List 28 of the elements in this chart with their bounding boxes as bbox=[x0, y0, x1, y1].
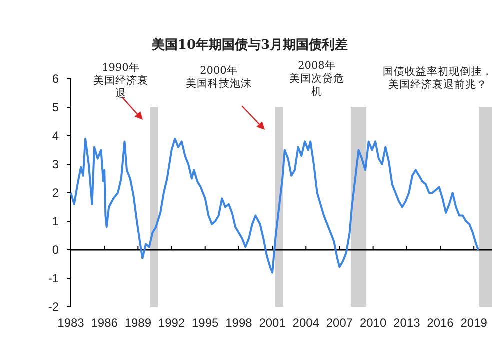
x-tick-label: 1983 bbox=[58, 316, 85, 330]
y-tick-label: -1 bbox=[48, 272, 60, 286]
y-tick-label: 5 bbox=[52, 100, 60, 114]
x-tick-label: 2007 bbox=[326, 316, 354, 330]
x-tick-label: 2013 bbox=[394, 316, 421, 330]
y-tick-label: 2 bbox=[52, 186, 60, 200]
x-tick-label: 1986 bbox=[91, 316, 118, 330]
y-tick-label: 3 bbox=[52, 158, 60, 172]
annotation: 1990年美国经济衰退 bbox=[92, 62, 150, 101]
y-tick-label: 6 bbox=[52, 72, 60, 86]
line-series bbox=[70, 138, 480, 274]
x-tick-label: 1995 bbox=[192, 316, 220, 330]
x-tick-label: 2010 bbox=[360, 316, 387, 330]
chart-title: 美国10年期国债与3月期国债利差 bbox=[150, 36, 350, 54]
x-tick-label: 2016 bbox=[427, 316, 454, 330]
x-tick-label: 1992 bbox=[158, 316, 186, 330]
x-tick-label: 2004 bbox=[292, 316, 320, 330]
x-tick-label: 2001 bbox=[259, 316, 286, 330]
y-tick-label: 4 bbox=[52, 129, 60, 143]
annotation: 国债收益率初现倒挂，美国经济衰退前兆？ bbox=[382, 66, 494, 92]
y-tick-label: 0 bbox=[52, 243, 60, 257]
y-tick-label: 1 bbox=[52, 214, 60, 228]
y-tick-label: -2 bbox=[48, 300, 60, 314]
x-tick-label: 1998 bbox=[226, 316, 253, 330]
annotation: 2008年美国次贷危机 bbox=[288, 60, 346, 99]
x-tick-label: 2019 bbox=[460, 316, 488, 330]
annotation: 2000年美国科技泡沫 bbox=[185, 65, 253, 91]
x-tick-label: 1989 bbox=[124, 316, 152, 330]
